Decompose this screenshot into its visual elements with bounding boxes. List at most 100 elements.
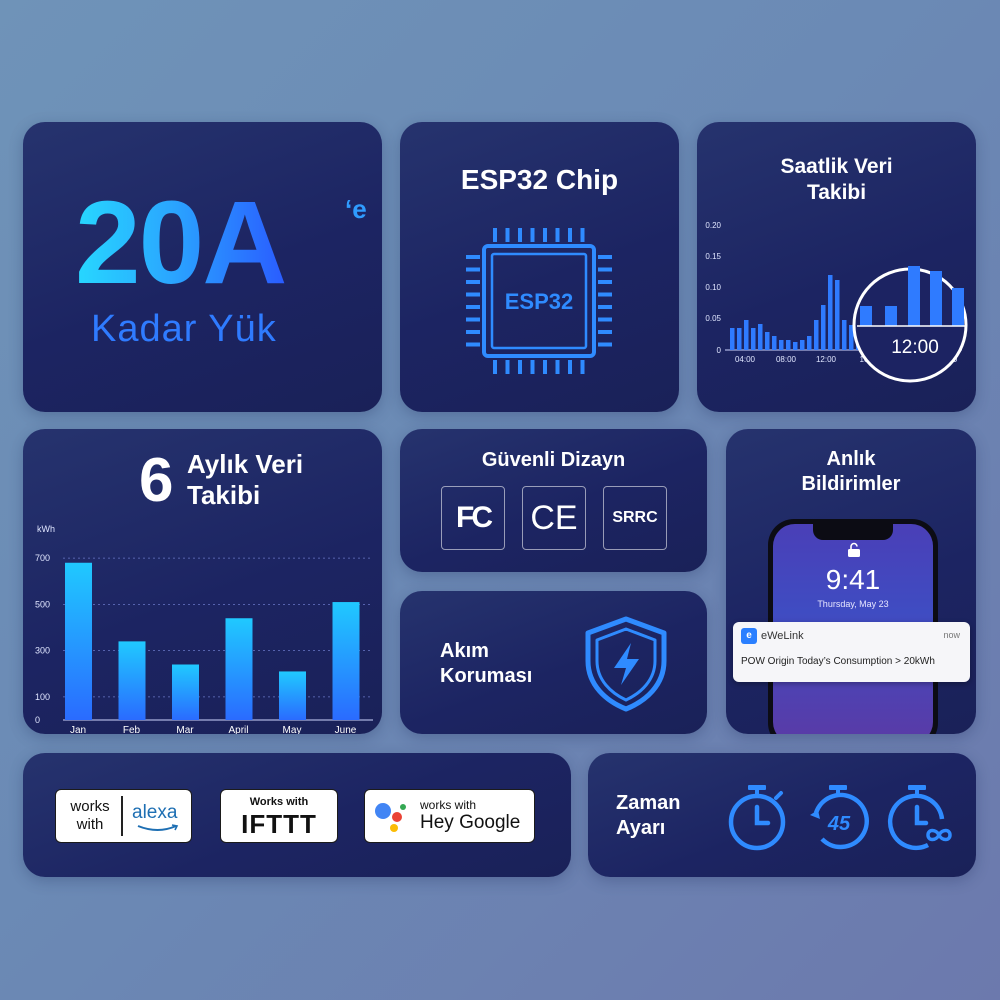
- hourly-bar: [849, 325, 854, 350]
- load-subtitle: Kadar Yük: [91, 308, 277, 350]
- chip-pin: [598, 267, 612, 272]
- ce-cert-badge: CE: [522, 486, 586, 550]
- srrc-cert-badge: SRRC: [603, 486, 667, 550]
- chip-pin: [598, 255, 612, 259]
- hourly-x-tick: 04:00: [735, 355, 756, 364]
- zoom-bar: [885, 306, 897, 326]
- chip-pin: [580, 360, 585, 374]
- monthly-bar: [225, 618, 253, 720]
- hourly-bar: [835, 280, 840, 350]
- ifttt-badge: Works with IFTTT: [220, 789, 338, 843]
- load-card: 20A ‘e Kadar Yük: [23, 122, 382, 412]
- fc-cert-badge: FC: [441, 486, 505, 550]
- chip-card: ESP32 Chip ESP32: [400, 122, 679, 412]
- chip-pin: [530, 360, 535, 374]
- alexa-works-text: works: [70, 798, 110, 815]
- zoom-bar: [930, 271, 942, 326]
- chip-pin: [505, 360, 510, 374]
- ifttt-logo-text: IFTTT: [241, 809, 317, 839]
- zoom-bar: [952, 288, 964, 326]
- shield-icon: [585, 616, 667, 712]
- chip-pin: [598, 305, 612, 309]
- stopwatch-icon: [728, 785, 786, 851]
- monthly-y-tick: 100: [35, 692, 50, 702]
- monthly-bar: [118, 641, 146, 720]
- amazon-smile-icon: [137, 824, 179, 831]
- hourly-bar: [800, 340, 805, 350]
- chip-pin: [466, 255, 480, 259]
- chip-pin: [518, 228, 522, 242]
- notify-title: Anlık Bildirimler: [726, 447, 976, 497]
- hourly-y-tick: 0.20: [705, 221, 721, 230]
- load-value: 20A: [75, 177, 287, 309]
- monthly-bar: [65, 562, 92, 720]
- monthly-number: 6: [139, 446, 174, 515]
- hourly-bar: [807, 336, 812, 350]
- chip-pin: [598, 280, 612, 284]
- monthly-title-line1: Aylık Veri: [187, 449, 304, 479]
- hourly-x-tick: 12:00: [816, 355, 837, 364]
- notification-app: eWeLink: [761, 630, 804, 642]
- alexa-text: alexa: [132, 802, 178, 823]
- hourly-bar: [751, 328, 756, 350]
- hourly-bar: [758, 324, 763, 350]
- hourly-y-tick: 0.10: [705, 283, 721, 292]
- chip-pin: [555, 360, 560, 374]
- monthly-x-tick: June: [335, 725, 357, 734]
- lock-time: 9:41: [825, 564, 881, 595]
- monthly-card: 6 Aylık Veri Takibi kWh 700 500 300 100 0 Jan F…: [23, 429, 382, 734]
- chip-pin: [598, 292, 612, 297]
- monthly-y-tick: 700: [35, 553, 50, 563]
- chip-pin: [518, 360, 522, 374]
- zoom-bar: [860, 306, 872, 326]
- hourly-bar: [821, 305, 826, 350]
- lock-date: Thursday, May 23: [817, 599, 889, 609]
- chip-pin: [580, 228, 585, 242]
- chip-pin: [555, 228, 560, 242]
- monthly-title-line2: Takibi: [187, 480, 261, 511]
- timer-title-line2: Ayarı: [616, 817, 666, 839]
- chip-pin: [466, 330, 480, 334]
- google-main-text: Hey Google: [420, 812, 521, 833]
- google-top-text: works with: [420, 798, 477, 812]
- chip-pin: [543, 360, 547, 374]
- hourly-bar: [765, 332, 770, 350]
- hourly-bar: [779, 340, 784, 350]
- chip-pin: [598, 342, 612, 347]
- chip-pin: [466, 317, 480, 322]
- load-suffix: ‘e: [345, 194, 367, 224]
- hourly-bar: [793, 342, 798, 350]
- chip-pin: [466, 267, 480, 272]
- protect-title: Akım Koruması: [440, 639, 532, 689]
- chip-pin: [466, 280, 480, 284]
- timer-card: Zaman Ayarı 45: [588, 753, 976, 877]
- protect-title-line2: Koruması: [440, 665, 533, 687]
- repeat-timer-icon: [887, 785, 952, 851]
- chip-pin: [530, 228, 535, 242]
- monthly-title: Aylık Veri Takibi: [187, 449, 303, 511]
- monthly-x-tick: Jan: [70, 725, 86, 734]
- google-badge: works with Hey Google: [364, 789, 535, 843]
- monthly-y-tick: 300: [35, 646, 50, 656]
- phone-notch: [813, 524, 893, 540]
- hourly-y-tick: 0.15: [705, 252, 721, 261]
- hourly-title-line1: Saatlik Veri: [780, 155, 893, 178]
- monthly-unit: kWh: [37, 524, 55, 534]
- chip-pin: [466, 292, 480, 297]
- ewelink-icon: e: [741, 628, 757, 644]
- timer-title-line1: Zaman: [616, 792, 681, 814]
- unlock-icon: [848, 542, 860, 557]
- monthly-bar: [279, 671, 306, 720]
- notify-title-line1: Anlık: [826, 448, 876, 470]
- works-with-card: works with alexa Works with IFTTT works …: [23, 753, 571, 877]
- chip-pin: [568, 360, 572, 374]
- notify-title-line2: Bildirimler: [801, 473, 901, 495]
- monthly-chart: kWh 700 500 300 100 0 Jan Feb Mar April May June: [35, 524, 373, 734]
- hourly-bar: [744, 320, 749, 350]
- chip-icon: ESP32: [466, 228, 612, 374]
- notify-card: Anlık Bildirimler 9:41 Thursday, May 23 …: [726, 429, 976, 734]
- notification-banner[interactable]: e eWeLink now POW Origin Today’s Consump…: [733, 622, 970, 682]
- alexa-badge: works with alexa: [55, 789, 192, 843]
- chip-pin: [493, 360, 497, 374]
- hourly-title: Saatlik Veri Takibi: [697, 154, 976, 207]
